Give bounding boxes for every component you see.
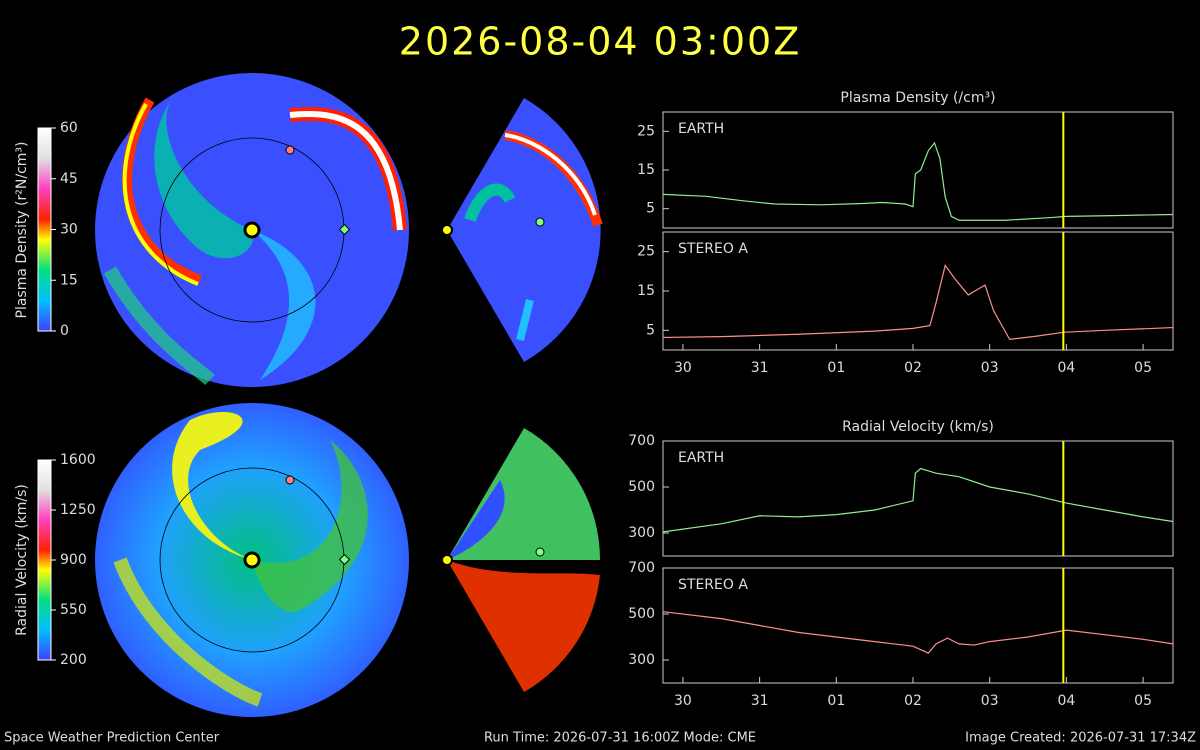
colorbar: [37, 127, 52, 332]
y-tick-label: 15: [637, 283, 655, 299]
colorbar-tick-label: 1600: [60, 452, 96, 468]
colorbar-tick-label: 1250: [60, 502, 96, 518]
chart-title: Plasma Density (/cm³): [840, 90, 995, 106]
y-tick-label: 25: [637, 123, 655, 139]
footer-center: Run Time: 2026-07-31 16:00Z Mode: CME: [484, 731, 756, 746]
chart-title: Radial Velocity (km/s): [842, 419, 994, 435]
x-tick-label: 31: [751, 693, 769, 709]
y-tick-label: 700: [628, 560, 655, 576]
colorbar-tick-label: 200: [60, 652, 87, 668]
x-tick-label: 05: [1134, 360, 1152, 376]
series-label: STEREO A: [678, 241, 748, 257]
y-tick-label: 500: [628, 606, 655, 622]
x-tick-label: 30: [674, 360, 692, 376]
y-tick-label: 300: [628, 652, 655, 668]
x-tick-label: 30: [674, 693, 692, 709]
velocity-polar-view: [95, 403, 601, 717]
colorbar-tick-label: 60: [60, 120, 78, 136]
x-tick-label: 31: [751, 360, 769, 376]
series-label: STEREO A: [678, 577, 748, 593]
x-tick-label: 03: [981, 360, 999, 376]
title: 2026-08-04 03:00Z: [399, 20, 801, 64]
density-polar-view: [95, 73, 603, 387]
y-tick-label: 700: [628, 433, 655, 449]
series-line: [662, 467, 1174, 533]
y-tick-label: 5: [646, 201, 655, 217]
colorbar-tick-label: 45: [60, 171, 78, 187]
colorbar-tick-label: 0: [60, 323, 69, 339]
x-tick-label: 01: [827, 360, 845, 376]
y-tick-label: 25: [637, 244, 655, 260]
x-tick-label: 01: [827, 693, 845, 709]
colorbar-tick-label: 15: [60, 272, 78, 288]
colorbar-tick-label: 900: [60, 552, 87, 568]
series-label: EARTH: [678, 450, 724, 466]
series-line: [662, 611, 1174, 654]
footer-left: Space Weather Prediction Center: [4, 731, 220, 746]
colorbar: [37, 459, 52, 661]
x-tick-label: 05: [1134, 693, 1152, 709]
x-tick-label: 03: [981, 693, 999, 709]
series-line: [662, 264, 1174, 341]
plot-frame: [662, 567, 1174, 684]
colorbar-label: Plasma Density (r²N/cm³): [14, 142, 30, 319]
colorbar-tick-label: 550: [60, 602, 87, 618]
colorbar-tick-label: 30: [60, 222, 78, 238]
x-tick-label: 04: [1057, 360, 1075, 376]
x-tick-label: 02: [904, 693, 922, 709]
y-tick-label: 15: [637, 162, 655, 178]
plot-frame: [662, 440, 1174, 557]
x-tick-label: 02: [904, 360, 922, 376]
colorbar-label: Radial Velocity (km/s): [14, 484, 30, 636]
y-tick-label: 500: [628, 479, 655, 495]
y-tick-label: 300: [628, 525, 655, 541]
series-line: [662, 141, 1174, 221]
x-tick-label: 04: [1057, 693, 1075, 709]
series-label: EARTH: [678, 121, 724, 137]
y-tick-label: 5: [646, 322, 655, 338]
footer-right: Image Created: 2026-07-31 17:34Z: [965, 731, 1196, 746]
